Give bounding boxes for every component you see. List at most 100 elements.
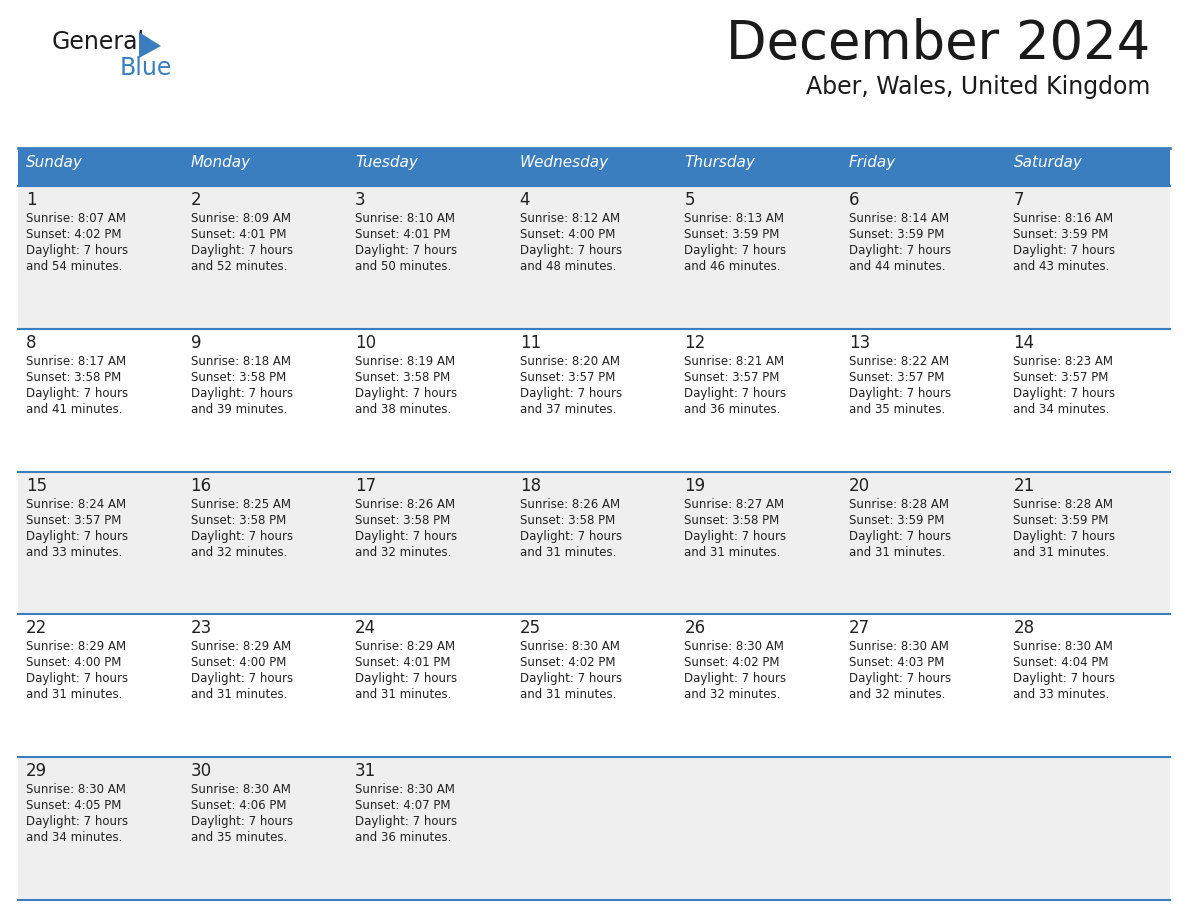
- Text: Sunset: 4:03 PM: Sunset: 4:03 PM: [849, 656, 944, 669]
- Text: Daylight: 7 hours: Daylight: 7 hours: [849, 530, 950, 543]
- Text: Sunset: 3:59 PM: Sunset: 3:59 PM: [684, 228, 779, 241]
- Text: Sunset: 3:57 PM: Sunset: 3:57 PM: [849, 371, 944, 384]
- Text: and 41 minutes.: and 41 minutes.: [26, 403, 122, 416]
- Text: and 54 minutes.: and 54 minutes.: [26, 260, 122, 273]
- Text: Daylight: 7 hours: Daylight: 7 hours: [190, 244, 292, 257]
- Bar: [512, 329, 676, 472]
- Text: Daylight: 7 hours: Daylight: 7 hours: [1013, 244, 1116, 257]
- Text: Sunrise: 8:12 AM: Sunrise: 8:12 AM: [519, 212, 620, 225]
- Text: Thursday: Thursday: [684, 155, 756, 170]
- Text: Sunset: 3:57 PM: Sunset: 3:57 PM: [684, 371, 779, 384]
- Text: Daylight: 7 hours: Daylight: 7 hours: [26, 244, 128, 257]
- Text: Daylight: 7 hours: Daylight: 7 hours: [684, 530, 786, 543]
- Text: and 32 minutes.: and 32 minutes.: [355, 545, 451, 558]
- Text: 23: 23: [190, 620, 211, 637]
- Text: Sunrise: 8:14 AM: Sunrise: 8:14 AM: [849, 212, 949, 225]
- Text: Daylight: 7 hours: Daylight: 7 hours: [355, 386, 457, 400]
- Text: Sunset: 3:59 PM: Sunset: 3:59 PM: [1013, 228, 1108, 241]
- Text: and 34 minutes.: and 34 minutes.: [1013, 403, 1110, 416]
- Bar: [347, 614, 512, 757]
- Text: Sunrise: 8:28 AM: Sunrise: 8:28 AM: [1013, 498, 1113, 510]
- Text: Daylight: 7 hours: Daylight: 7 hours: [519, 530, 621, 543]
- Bar: [841, 757, 1005, 900]
- Text: 16: 16: [190, 476, 211, 495]
- Text: 8: 8: [26, 334, 37, 352]
- Bar: [18, 614, 183, 757]
- Bar: [512, 757, 676, 900]
- Bar: [1005, 472, 1170, 614]
- Text: Daylight: 7 hours: Daylight: 7 hours: [519, 386, 621, 400]
- Text: 13: 13: [849, 334, 870, 352]
- Text: Sunset: 4:01 PM: Sunset: 4:01 PM: [355, 656, 450, 669]
- Bar: [183, 186, 347, 329]
- Text: and 31 minutes.: and 31 minutes.: [26, 688, 122, 701]
- Text: Monday: Monday: [190, 155, 251, 170]
- Text: Daylight: 7 hours: Daylight: 7 hours: [26, 530, 128, 543]
- Text: Sunset: 3:58 PM: Sunset: 3:58 PM: [684, 513, 779, 527]
- Text: Sunset: 4:01 PM: Sunset: 4:01 PM: [355, 228, 450, 241]
- Text: Daylight: 7 hours: Daylight: 7 hours: [355, 530, 457, 543]
- Text: and 38 minutes.: and 38 minutes.: [355, 403, 451, 416]
- Text: Sunset: 3:59 PM: Sunset: 3:59 PM: [849, 228, 944, 241]
- Text: Daylight: 7 hours: Daylight: 7 hours: [26, 386, 128, 400]
- Text: Daylight: 7 hours: Daylight: 7 hours: [519, 672, 621, 686]
- Text: 14: 14: [1013, 334, 1035, 352]
- Text: Sunset: 3:58 PM: Sunset: 3:58 PM: [355, 371, 450, 384]
- Text: Sunday: Sunday: [26, 155, 83, 170]
- Text: Sunrise: 8:09 AM: Sunrise: 8:09 AM: [190, 212, 291, 225]
- Bar: [841, 329, 1005, 472]
- Bar: [183, 614, 347, 757]
- Text: General: General: [52, 30, 145, 54]
- Text: Sunrise: 8:16 AM: Sunrise: 8:16 AM: [1013, 212, 1113, 225]
- Text: and 32 minutes.: and 32 minutes.: [849, 688, 946, 701]
- Text: 11: 11: [519, 334, 541, 352]
- Text: and 31 minutes.: and 31 minutes.: [1013, 545, 1110, 558]
- Bar: [676, 472, 841, 614]
- Text: Sunset: 4:02 PM: Sunset: 4:02 PM: [684, 656, 779, 669]
- Text: Sunrise: 8:07 AM: Sunrise: 8:07 AM: [26, 212, 126, 225]
- Bar: [347, 148, 512, 186]
- Text: 4: 4: [519, 191, 530, 209]
- Bar: [183, 148, 347, 186]
- Text: 20: 20: [849, 476, 870, 495]
- Text: Sunset: 3:58 PM: Sunset: 3:58 PM: [26, 371, 121, 384]
- Text: and 31 minutes.: and 31 minutes.: [849, 545, 946, 558]
- Text: Sunrise: 8:29 AM: Sunrise: 8:29 AM: [355, 641, 455, 654]
- Text: Sunset: 3:58 PM: Sunset: 3:58 PM: [355, 513, 450, 527]
- Text: Sunset: 4:00 PM: Sunset: 4:00 PM: [519, 228, 615, 241]
- Text: Sunset: 3:58 PM: Sunset: 3:58 PM: [190, 371, 286, 384]
- Text: Sunset: 4:06 PM: Sunset: 4:06 PM: [190, 800, 286, 812]
- Text: and 33 minutes.: and 33 minutes.: [1013, 688, 1110, 701]
- Text: December 2024: December 2024: [726, 18, 1150, 70]
- Text: Sunrise: 8:19 AM: Sunrise: 8:19 AM: [355, 354, 455, 368]
- Text: Wednesday: Wednesday: [519, 155, 608, 170]
- Bar: [1005, 614, 1170, 757]
- Text: Daylight: 7 hours: Daylight: 7 hours: [1013, 672, 1116, 686]
- Text: and 35 minutes.: and 35 minutes.: [849, 403, 946, 416]
- Text: Sunset: 4:01 PM: Sunset: 4:01 PM: [190, 228, 286, 241]
- Text: Daylight: 7 hours: Daylight: 7 hours: [684, 672, 786, 686]
- Bar: [18, 148, 183, 186]
- Text: Sunrise: 8:30 AM: Sunrise: 8:30 AM: [1013, 641, 1113, 654]
- Bar: [676, 614, 841, 757]
- Text: and 37 minutes.: and 37 minutes.: [519, 403, 617, 416]
- Bar: [1005, 757, 1170, 900]
- Text: and 33 minutes.: and 33 minutes.: [26, 545, 122, 558]
- Text: and 32 minutes.: and 32 minutes.: [190, 545, 287, 558]
- Text: and 48 minutes.: and 48 minutes.: [519, 260, 617, 273]
- Text: Sunrise: 8:20 AM: Sunrise: 8:20 AM: [519, 354, 620, 368]
- Text: Sunrise: 8:24 AM: Sunrise: 8:24 AM: [26, 498, 126, 510]
- Bar: [1005, 148, 1170, 186]
- Text: Sunrise: 8:17 AM: Sunrise: 8:17 AM: [26, 354, 126, 368]
- Text: and 44 minutes.: and 44 minutes.: [849, 260, 946, 273]
- Text: Friday: Friday: [849, 155, 896, 170]
- Text: Daylight: 7 hours: Daylight: 7 hours: [849, 672, 950, 686]
- Text: Sunrise: 8:26 AM: Sunrise: 8:26 AM: [355, 498, 455, 510]
- Text: 7: 7: [1013, 191, 1024, 209]
- Text: Sunrise: 8:18 AM: Sunrise: 8:18 AM: [190, 354, 291, 368]
- Text: 19: 19: [684, 476, 706, 495]
- Text: 18: 18: [519, 476, 541, 495]
- Text: 1: 1: [26, 191, 37, 209]
- Text: Daylight: 7 hours: Daylight: 7 hours: [684, 386, 786, 400]
- Text: 21: 21: [1013, 476, 1035, 495]
